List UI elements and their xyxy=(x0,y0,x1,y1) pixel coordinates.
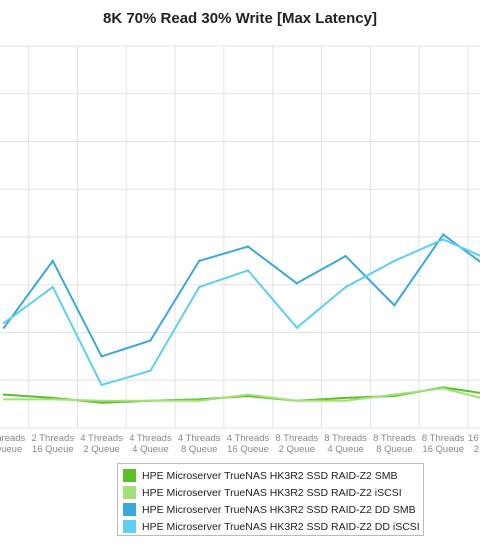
x-tick-label: 4 Threads xyxy=(178,433,221,444)
x-tick-label: 2 Queue xyxy=(83,444,119,455)
x-tick-label: 4 Threads xyxy=(227,433,270,444)
chart-title: 8K 70% Read 30% Write [Max Latency] xyxy=(103,10,377,27)
data-point-2-4[interactable] xyxy=(198,259,201,263)
data-point-2-6[interactable] xyxy=(295,282,298,285)
series-line-2[interactable] xyxy=(3,233,480,358)
data-point-1-6[interactable] xyxy=(295,399,298,402)
x-tick-label: 16 Queue xyxy=(422,444,464,455)
data-point-1-1[interactable] xyxy=(51,398,54,401)
data-point-2-0[interactable] xyxy=(2,326,6,329)
data-point-3-6[interactable] xyxy=(295,326,298,329)
legend-item[interactable]: HPE Microserver TrueNAS HK3R2 SSD RAID-Z… xyxy=(123,518,420,535)
legend-swatch-3 xyxy=(123,520,136,533)
x-tick-label: 8 Threads xyxy=(324,433,367,444)
data-point-2-1[interactable] xyxy=(51,259,54,263)
data-point-1-5[interactable] xyxy=(246,393,250,396)
legend-label: HPE Microserver TrueNAS HK3R2 SSD RAID-Z… xyxy=(142,503,416,516)
x-tick-label: 8 Queue xyxy=(181,444,217,455)
data-point-3-4[interactable] xyxy=(198,285,201,289)
data-point-3-5[interactable] xyxy=(246,269,250,272)
data-point-2-2[interactable] xyxy=(100,355,103,358)
x-tick-label: 2 Threads xyxy=(0,433,26,444)
x-tick-label: 2 Threads xyxy=(31,433,74,444)
data-point-1-7[interactable] xyxy=(344,399,347,402)
data-point-2-3[interactable] xyxy=(149,339,152,342)
data-point-3-9[interactable] xyxy=(442,238,445,241)
data-point-2-5[interactable] xyxy=(246,245,250,248)
legend-swatch-0 xyxy=(123,469,136,482)
data-point-3-3[interactable] xyxy=(149,369,152,372)
data-point-1-4[interactable] xyxy=(198,399,201,402)
x-tick-label: 8 Threads xyxy=(373,433,416,444)
legend-item[interactable]: HPE Microserver TrueNAS HK3R2 SSD RAID-Z… xyxy=(123,501,418,518)
x-tick-label: 8 Queue xyxy=(376,444,412,455)
legend-label: HPE Microserver TrueNAS HK3R2 SSD RAID-Z… xyxy=(142,486,402,499)
legend: HPE Microserver TrueNAS HK3R2 SSD RAID-Z… xyxy=(117,463,424,536)
series-lines xyxy=(2,233,480,404)
data-point-1-2[interactable] xyxy=(100,399,103,402)
series-line-3[interactable] xyxy=(3,238,480,386)
data-point-3-2[interactable] xyxy=(100,383,103,387)
legend-swatch-2 xyxy=(123,503,136,516)
data-point-1-8[interactable] xyxy=(393,393,396,396)
series-line-1[interactable] xyxy=(4,387,480,402)
x-tick-label: 16 Queue xyxy=(32,444,74,455)
legend-item[interactable]: HPE Microserver TrueNAS HK3R2 SSD RAID-Z… xyxy=(123,484,418,501)
data-point-2-9[interactable] xyxy=(442,233,445,236)
x-tick-label: 4 Threads xyxy=(129,433,172,444)
data-point-1-9[interactable] xyxy=(442,387,445,390)
legend-swatch-1 xyxy=(123,486,136,499)
x-tick-label: 16 Threads xyxy=(468,433,480,444)
x-tick-label: 16 Queue xyxy=(227,444,269,455)
x-tick-label: 4 Threads xyxy=(80,433,123,444)
legend-label: HPE Microserver TrueNAS HK3R2 SSD RAID-Z… xyxy=(142,520,420,533)
data-point-0-7[interactable] xyxy=(344,396,347,400)
data-point-3-8[interactable] xyxy=(393,259,396,263)
legend-item[interactable]: HPE Microserver TrueNAS HK3R2 SSD RAID-Z… xyxy=(123,467,418,484)
x-tick-label: 8 Threads xyxy=(422,433,465,444)
data-point-1-0[interactable] xyxy=(2,398,6,401)
data-point-3-0[interactable] xyxy=(2,321,6,325)
data-point-0-0[interactable] xyxy=(2,393,6,396)
x-tick-label: 8 Threads xyxy=(275,433,318,444)
x-tick-label: 8 Queue xyxy=(0,444,22,455)
data-point-3-1[interactable] xyxy=(51,285,54,289)
x-tick-label: 2 Queue xyxy=(279,444,315,455)
data-point-2-8[interactable] xyxy=(393,304,396,307)
x-tick-label: 4 Queue xyxy=(132,444,168,455)
data-point-2-7[interactable] xyxy=(344,254,347,258)
x-tick-label: 4 Queue xyxy=(327,444,363,455)
x-tick-label: 2 Queue xyxy=(474,444,480,455)
data-point-1-3[interactable] xyxy=(149,399,152,402)
legend-label: HPE Microserver TrueNAS HK3R2 SSD RAID-Z… xyxy=(142,469,398,482)
data-point-0-2[interactable] xyxy=(100,401,103,404)
data-point-3-7[interactable] xyxy=(344,285,347,289)
gridlines xyxy=(0,45,480,429)
